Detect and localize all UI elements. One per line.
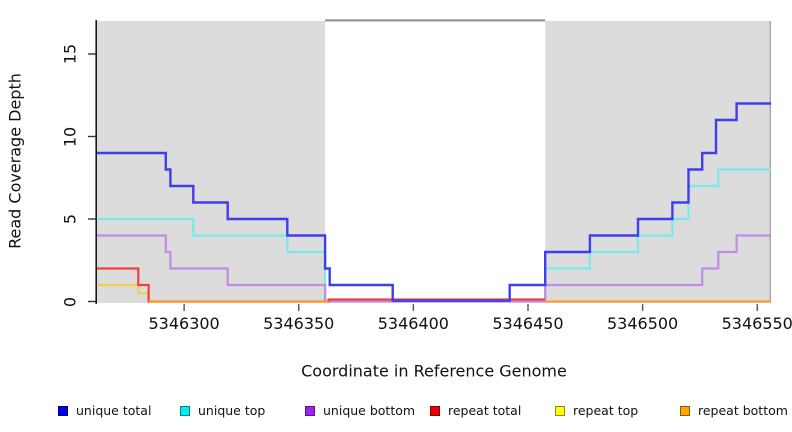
legend-label-unique-total: unique total <box>76 403 152 418</box>
legend-item-repeat-total: repeat total <box>430 403 521 418</box>
legend-label-repeat-total: repeat total <box>448 403 522 418</box>
x-axis-title: Coordinate in Reference Genome <box>301 361 567 381</box>
legend-label-unique-bottom: unique bottom <box>323 403 416 418</box>
legend-label-repeat-bottom: repeat bottom <box>698 403 788 418</box>
legend-item-repeat-top: repeat top <box>555 403 638 418</box>
series-line-unique-total <box>97 102 771 302</box>
x-tick-label: 5346300 <box>148 314 220 333</box>
legend-swatch-repeat-top <box>555 405 565 416</box>
legend-swatch-unique-top <box>180 405 190 416</box>
legend-swatch-repeat-total <box>430 405 440 416</box>
legend-item-unique-total: unique total <box>58 403 151 418</box>
y-tick-label: 15 <box>60 43 80 65</box>
shaded-region <box>97 21 326 303</box>
x-tick-label: 5346450 <box>492 314 564 333</box>
x-tick-label: 5346350 <box>263 314 335 333</box>
x-tick-label: 5346400 <box>377 314 449 333</box>
legend-label-repeat-top: repeat top <box>573 403 639 418</box>
legend-swatch-unique-total <box>58 405 68 416</box>
series-line-repeat-total <box>97 267 546 303</box>
shaded-region <box>545 21 771 303</box>
x-tick-label: 5346550 <box>721 314 792 333</box>
legend-item-repeat-bottom: repeat bottom <box>680 403 788 418</box>
y-tick-label: 0 <box>60 296 80 307</box>
y-tick-label: 5 <box>60 213 80 225</box>
y-tick-label: 10 <box>60 126 80 147</box>
legend-item-unique-top: unique top <box>180 403 265 418</box>
legend-swatch-unique-bottom <box>305 405 315 416</box>
legend-label-unique-top: unique top <box>198 403 266 418</box>
legend-swatch-repeat-bottom <box>680 405 690 416</box>
y-axis-title: Read Coverage Depth <box>5 73 25 249</box>
x-tick-label: 5346500 <box>606 314 679 333</box>
legend-item-unique-bottom: unique bottom <box>305 403 415 418</box>
